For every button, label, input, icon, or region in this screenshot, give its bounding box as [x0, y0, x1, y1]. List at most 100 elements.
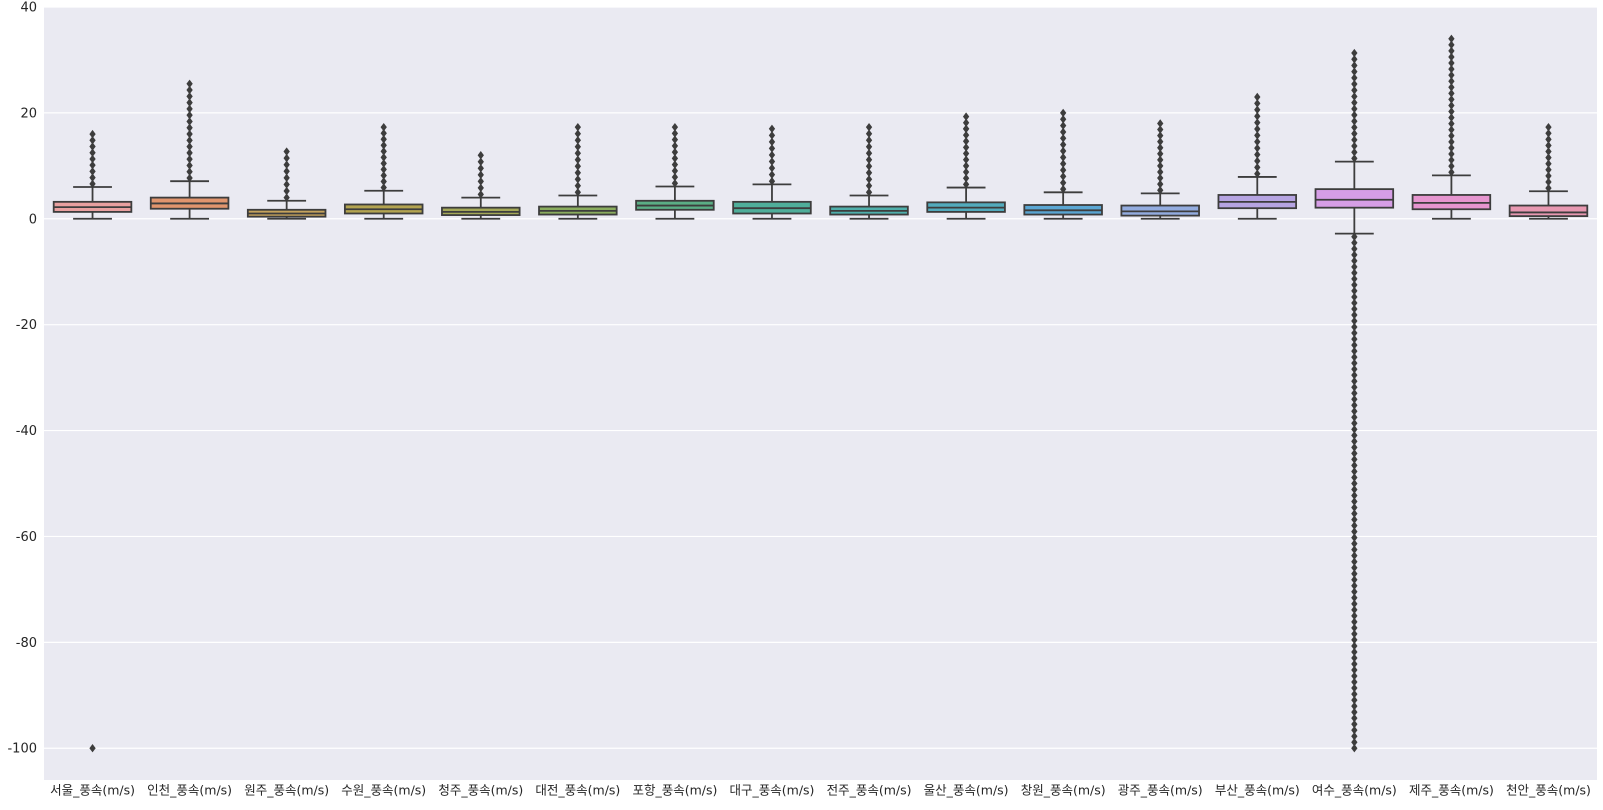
x-tick-label: 제주_풍속(m/s) — [1409, 783, 1494, 798]
outlier-point — [1448, 64, 1455, 74]
outlier-point — [1254, 118, 1261, 127]
outlier-point — [1351, 395, 1358, 404]
outlier-point — [1351, 334, 1358, 344]
outlier-point — [186, 98, 193, 107]
outlier-point — [380, 135, 387, 144]
outlier-point — [865, 129, 873, 138]
outlier-point — [186, 129, 193, 139]
outlier-point — [1351, 539, 1358, 548]
outlier-point — [962, 180, 970, 189]
outlier-point — [380, 171, 387, 180]
outlier-point — [1351, 485, 1358, 494]
outlier-point — [283, 147, 290, 156]
outlier-point — [89, 167, 96, 176]
outlier-point — [1351, 280, 1358, 290]
outlier-point — [1351, 617, 1358, 627]
outlier-point — [1060, 165, 1067, 175]
outlier-point — [1545, 147, 1552, 156]
outlier-point — [1351, 298, 1358, 308]
outlier-point — [962, 130, 970, 140]
outlier-point — [1351, 653, 1358, 663]
outlier-point — [1545, 135, 1552, 144]
outlier-point — [89, 142, 96, 151]
outlier-point — [962, 143, 970, 152]
plot-area — [44, 7, 1597, 780]
x-tick-label: 울산_풍속(m/s) — [924, 783, 1009, 798]
box-group — [246, 147, 327, 220]
outlier-point — [574, 181, 581, 190]
y-tick-label: 20 — [20, 106, 37, 121]
outlier-point — [865, 181, 873, 190]
outlier-point — [1351, 352, 1358, 362]
outlier-point — [1351, 527, 1358, 536]
outlier-point — [186, 92, 193, 101]
outlier-point — [1351, 262, 1358, 272]
outlier-point — [768, 131, 776, 140]
outlier-point — [1351, 443, 1358, 452]
outlier-point — [1351, 683, 1358, 693]
outlier-point — [89, 179, 96, 189]
outlier-point — [380, 122, 387, 132]
outlier-point — [1351, 461, 1358, 470]
outlier-point — [1351, 104, 1358, 114]
outlier-point — [1351, 431, 1358, 440]
outlier-point — [1351, 123, 1358, 132]
outlier-point — [1060, 172, 1067, 181]
outlier-point — [1254, 163, 1261, 172]
x-tick-label: 부산_풍속(m/s) — [1215, 783, 1300, 798]
outlier-point — [1351, 376, 1358, 386]
outlier-point — [1254, 169, 1261, 178]
outlier-point — [186, 79, 193, 88]
outlier-point — [1351, 141, 1358, 151]
outlier-point — [768, 137, 776, 147]
box-group — [1023, 108, 1103, 220]
outlier-point — [1448, 107, 1455, 116]
outlier-point — [186, 142, 193, 151]
outlier-point — [186, 154, 193, 164]
outlier-point — [1351, 48, 1358, 58]
outlier-point — [1157, 143, 1164, 152]
outlier-point — [1351, 665, 1358, 675]
outlier-point — [1351, 61, 1358, 70]
outlier-point — [1351, 647, 1358, 657]
outlier-point — [1351, 407, 1358, 416]
outlier-point — [962, 112, 970, 121]
outlier-point — [1351, 79, 1358, 89]
outlier-point — [1351, 593, 1358, 603]
outlier-point — [1351, 719, 1358, 729]
outlier-point — [1157, 131, 1164, 140]
outlier-point — [962, 124, 970, 133]
outlier-point — [1060, 153, 1067, 162]
outlier-point — [574, 155, 581, 164]
outlier-point — [1157, 161, 1164, 171]
outlier-point — [1157, 173, 1164, 183]
outlier-point — [186, 161, 193, 170]
outlier-point — [1351, 503, 1358, 512]
outlier-point — [1351, 623, 1358, 633]
box-group — [732, 124, 812, 220]
outlier-point — [1351, 55, 1358, 64]
outlier-point — [380, 183, 387, 192]
x-tick-label: 대구_풍속(m/s) — [730, 783, 815, 798]
x-tick-label: 천안_풍속(m/s) — [1506, 783, 1591, 798]
outlier-point — [1545, 159, 1552, 168]
outlier-point — [574, 136, 581, 145]
outlier-point — [186, 136, 193, 145]
outlier-point — [1351, 515, 1358, 524]
y-tick-label: -80 — [16, 636, 37, 651]
outlier-point — [380, 153, 387, 162]
outlier-point — [283, 186, 290, 196]
outlier-point — [1157, 125, 1164, 134]
box — [1508, 204, 1589, 218]
outlier-point — [1448, 137, 1455, 147]
outlier-point — [1351, 346, 1358, 356]
outlier-point — [1254, 105, 1261, 115]
outlier-point — [1351, 232, 1358, 241]
outlier-point — [1351, 358, 1358, 368]
outlier-point — [380, 159, 387, 168]
outlier-point — [1545, 129, 1552, 138]
outlier-point — [1254, 92, 1261, 102]
box-group — [441, 151, 521, 220]
outlier-point — [962, 161, 970, 171]
outlier-point — [1351, 701, 1358, 711]
